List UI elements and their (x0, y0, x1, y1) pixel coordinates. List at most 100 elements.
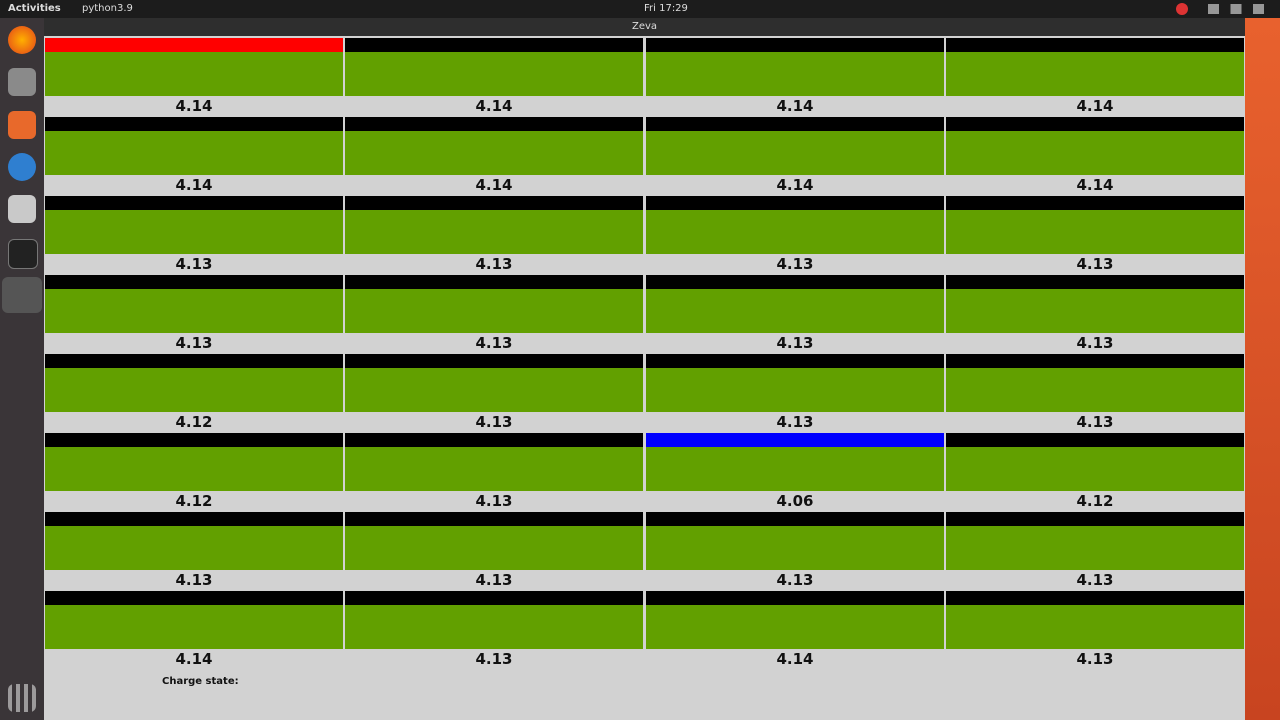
cell-voltage: 4.13 (1076, 334, 1114, 352)
cell-status-bar (946, 354, 1244, 368)
cell-voltage: 4.14 (776, 97, 814, 115)
cell-level (345, 605, 643, 649)
cell-level (45, 605, 343, 649)
cell-voltage: 4.13 (1076, 650, 1114, 668)
cell-level (946, 605, 1244, 649)
cell-voltage: 4.13 (475, 413, 513, 431)
app-window: Zeva Charge state: 4.14 4.14 4.14 4.14 4.14 4… (44, 18, 1245, 720)
cell-status-bar (946, 512, 1244, 526)
cell-level (646, 447, 944, 491)
cell-status-bar (45, 275, 343, 289)
cell-voltage: 4.13 (1076, 413, 1114, 431)
cell-voltage: 4.13 (475, 650, 513, 668)
cell-level (45, 289, 343, 333)
clock[interactable]: Fri 17:29 (644, 3, 688, 14)
cell-level (946, 289, 1244, 333)
cell-voltage: 4.14 (175, 97, 213, 115)
dock (0, 18, 44, 720)
cell-voltage: 4.13 (776, 334, 814, 352)
cell-status-bar (45, 38, 343, 52)
cell-level (45, 210, 343, 254)
cell-status-bar (946, 433, 1244, 447)
cell-status-bar (45, 354, 343, 368)
cell-level (646, 210, 944, 254)
settings-icon[interactable] (8, 195, 36, 223)
cell-voltage: 4.12 (1076, 492, 1114, 510)
show-apps[interactable] (8, 684, 36, 712)
cell-level (45, 368, 343, 412)
cell-level (345, 526, 643, 570)
cell-voltage: 4.13 (776, 413, 814, 431)
cell-status-bar (646, 433, 944, 447)
cell-level (345, 447, 643, 491)
cell-status-bar (646, 196, 944, 210)
charge-state-label: Charge state: (162, 676, 239, 687)
cell-status-bar (345, 354, 643, 368)
cell-level (646, 289, 944, 333)
cell-level (646, 368, 944, 412)
cell-status-bar (946, 275, 1244, 289)
cell-status-bar (946, 117, 1244, 131)
cell-voltage: 4.14 (475, 176, 513, 194)
cell-level (45, 52, 343, 96)
cell-voltage: 4.14 (776, 176, 814, 194)
cell-level (45, 526, 343, 570)
activities-button[interactable]: Activities (8, 3, 61, 14)
cell-voltage: 4.13 (776, 255, 814, 273)
cell-status-bar (646, 354, 944, 368)
cell-status-bar (646, 117, 944, 131)
cell-level (946, 131, 1244, 175)
cell-status-bar (345, 512, 643, 526)
status-icon[interactable] (1176, 3, 1188, 15)
cell-status-bar (45, 196, 343, 210)
cell-voltage: 4.13 (475, 334, 513, 352)
cell-voltage: 4.14 (175, 176, 213, 194)
software-icon[interactable] (8, 111, 36, 139)
cell-voltage: 4.06 (776, 492, 814, 510)
cell-status-bar (946, 591, 1244, 605)
cell-voltage: 4.14 (776, 650, 814, 668)
help-icon[interactable] (8, 153, 36, 181)
cell-voltage: 4.13 (475, 492, 513, 510)
cell-status-bar (45, 433, 343, 447)
cell-voltage: 4.13 (175, 334, 213, 352)
system-tray[interactable] (1208, 4, 1264, 14)
cell-level (646, 526, 944, 570)
cell-status-bar (646, 38, 944, 52)
cell-voltage: 4.14 (1076, 176, 1114, 194)
cell-voltage: 4.13 (175, 255, 213, 273)
cell-level (45, 131, 343, 175)
cell-voltage: 4.14 (1076, 97, 1114, 115)
python-icon[interactable] (2, 277, 42, 313)
cell-level (45, 447, 343, 491)
cell-voltage: 4.12 (175, 492, 213, 510)
cell-level (345, 210, 643, 254)
cell-voltage: 4.13 (175, 571, 213, 589)
cell-level (946, 368, 1244, 412)
cell-voltage: 4.12 (175, 413, 213, 431)
cell-status-bar (45, 591, 343, 605)
firefox-icon[interactable] (8, 26, 36, 54)
cell-status-bar (45, 512, 343, 526)
window-title: Zeva (44, 18, 1245, 36)
cell-status-bar (345, 433, 643, 447)
cell-level (646, 605, 944, 649)
cell-level (646, 52, 944, 96)
cell-level (345, 289, 643, 333)
cell-voltage: 4.13 (1076, 255, 1114, 273)
cell-level (946, 526, 1244, 570)
cell-level (946, 447, 1244, 491)
cell-voltage: 4.13 (475, 255, 513, 273)
app-menu[interactable]: python3.9 (82, 3, 133, 14)
cell-voltage: 4.14 (475, 97, 513, 115)
cell-status-bar (345, 196, 643, 210)
files-icon[interactable] (8, 68, 36, 96)
cell-level (345, 52, 643, 96)
cell-status-bar (946, 38, 1244, 52)
cell-level (946, 210, 1244, 254)
cell-status-bar (646, 512, 944, 526)
cell-voltage: 4.14 (175, 650, 213, 668)
terminal-icon[interactable] (8, 239, 38, 269)
cell-level (946, 52, 1244, 96)
